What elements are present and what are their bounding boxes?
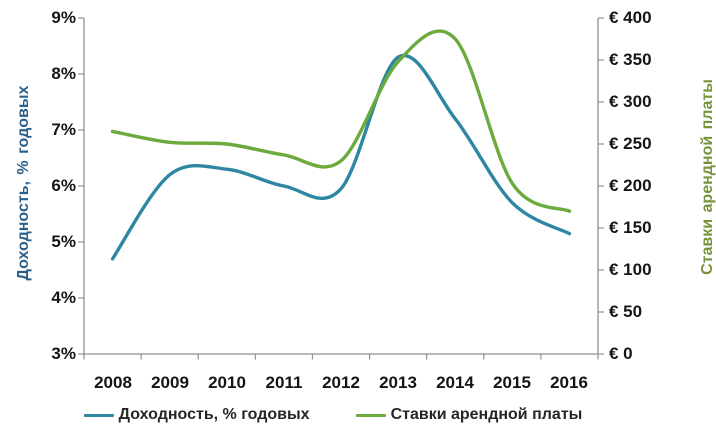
right-axis-tick-label: € 100 (609, 260, 652, 279)
legend-label-yield: Доходность, % годовых (118, 406, 310, 423)
x-axis-label: 2014 (436, 373, 474, 392)
x-axis-label: 2016 (550, 373, 588, 392)
chart-legend: Доходность, % годовых Ставки арендной пл… (8, 404, 658, 426)
right-axis-tick-label: € 350 (609, 50, 652, 69)
x-axis-label: 2011 (265, 373, 303, 392)
right-axis-tick-label: € 200 (609, 176, 652, 195)
right-axis-tick-label: € 150 (609, 218, 652, 237)
right-axis-tick-label: € 400 (609, 8, 652, 27)
left-axis-tick-label: 5% (51, 232, 76, 251)
rent-line-marker-icon (355, 413, 386, 417)
x-axis-label: 2012 (322, 373, 360, 392)
right-axis-tick-label: € 50 (609, 302, 643, 321)
x-axis-label: 2008 (94, 373, 132, 392)
series-line-yield (110, 53, 572, 261)
x-axis-label: 2013 (379, 373, 417, 392)
x-axis-label: 2009 (151, 373, 189, 392)
right-axis-tick-label: € 0 (609, 344, 633, 363)
legend-label-rent: Ставки арендной платы (390, 406, 583, 423)
yield-line-marker-icon (83, 413, 114, 417)
left-axis-tick-label: 9% (51, 8, 76, 27)
left-axis-tick-label: 4% (51, 288, 76, 307)
x-axis-label: 2010 (208, 373, 246, 392)
left-axis-tick-label: 8% (51, 64, 76, 83)
left-axis-tick-label: 7% (51, 120, 76, 139)
left-axis-tick-label: 3% (51, 344, 76, 363)
left-axis-tick-label: 6% (51, 176, 76, 195)
legend-item-rent: Ставки арендной платы (355, 406, 583, 424)
right-axis-tick-label: € 300 (609, 92, 652, 111)
x-axis-label: 2015 (493, 373, 531, 392)
series-line-rent (110, 29, 572, 213)
legend-item-yield: Доходность, % годовых (83, 406, 310, 424)
right-axis-tick-label: € 250 (609, 134, 652, 153)
